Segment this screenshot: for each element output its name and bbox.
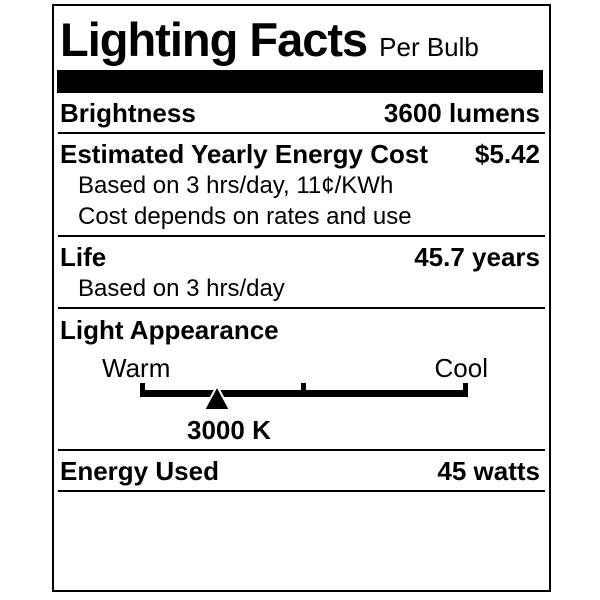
scale-tick-cool-end: [463, 383, 468, 397]
light-appearance-scale-labels: Warm Cool: [54, 345, 549, 383]
divider: [58, 449, 545, 451]
energy-used-label: Energy Used: [60, 456, 219, 486]
label-subtitle: Per Bulb: [379, 32, 479, 62]
energy-cost-note-basis: Based on 3 hrs/day, 11¢/KWh: [78, 172, 394, 199]
kelvin-marker-icon: [202, 385, 232, 411]
energy-cost-row: Estimated Yearly Energy Cost $5.42: [54, 134, 549, 169]
life-label: Life: [60, 242, 107, 272]
brightness-row: Brightness 3600 lumens: [54, 93, 549, 132]
brightness-label: Brightness: [60, 98, 196, 128]
energy-cost-note-rates: Cost depends on rates and use: [78, 203, 412, 230]
divider: [58, 307, 545, 309]
lighting-facts-label: Lighting Facts Per Bulb Brightness 3600 …: [52, 4, 551, 592]
warm-label: Warm: [102, 353, 171, 383]
energy-used-value: 45 watts: [437, 456, 540, 486]
life-value: 45.7 years: [414, 242, 540, 272]
divider: [58, 490, 545, 492]
cool-label: Cool: [434, 353, 488, 383]
header-separator-bar: [57, 70, 543, 93]
divider: [58, 132, 545, 134]
label-header: Lighting Facts Per Bulb: [54, 6, 549, 63]
life-row: Life 45.7 years: [54, 237, 549, 272]
divider: [58, 235, 545, 237]
energy-cost-value: $5.42: [474, 139, 540, 169]
brightness-value: 3600 lumens: [383, 98, 540, 128]
scale-tick-warm-end: [140, 383, 145, 397]
life-note-basis: Based on 3 hrs/day: [78, 275, 285, 302]
energy-used-row: Energy Used 45 watts: [54, 451, 549, 490]
kelvin-value: 3000 K: [187, 415, 271, 445]
energy-cost-label: Estimated Yearly Energy Cost: [60, 139, 429, 169]
light-appearance-heading: Light Appearance: [60, 315, 279, 345]
label-title: Lighting Facts: [60, 13, 368, 66]
scale-tick-middle: [301, 383, 306, 397]
color-temperature-scale: 3000 K: [54, 383, 549, 449]
